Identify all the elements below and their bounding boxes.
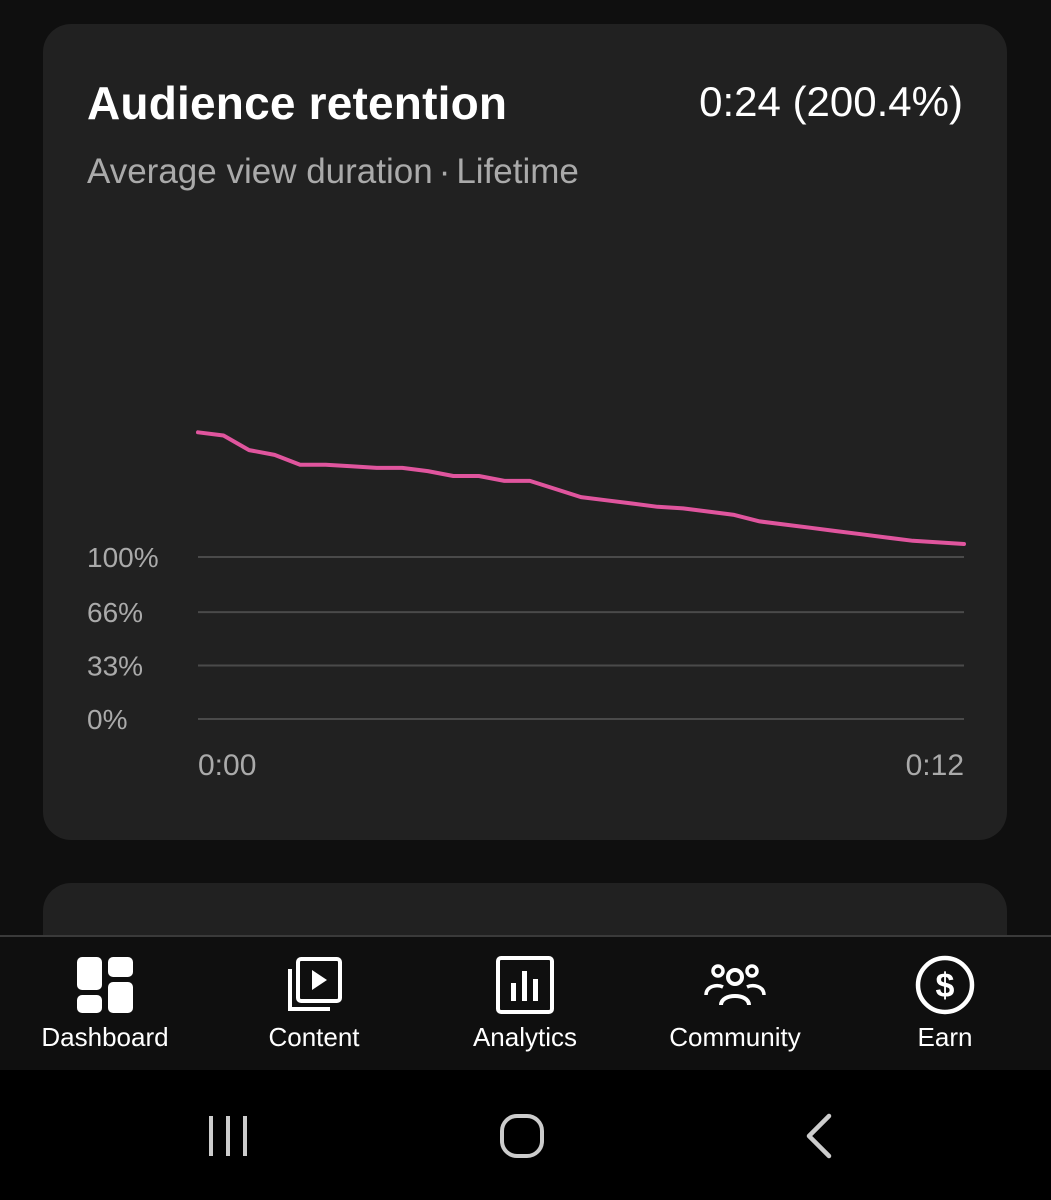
retention-metric: 0:24 (200.4%): [699, 78, 963, 125]
system-navigation-bar: [0, 1070, 1051, 1200]
community-icon: [704, 964, 766, 1006]
nav-label: Content: [268, 1022, 360, 1052]
nav-content[interactable]: Content: [214, 937, 414, 1070]
nav-label: Earn: [917, 1022, 973, 1052]
subtitle-separator: ·: [438, 152, 451, 191]
x-tick-label: 0:00: [198, 749, 256, 782]
nav-label: Dashboard: [41, 1022, 169, 1052]
nav-dashboard[interactable]: Dashboard: [5, 937, 205, 1070]
y-tick-label: 33%: [87, 651, 143, 682]
nav-community[interactable]: Community: [635, 937, 835, 1070]
audience-retention-card[interactable]: Audience retention 0:24 (200.4%) Average…: [43, 24, 1007, 840]
card-subtitle: Average view duration · Lifetime: [87, 152, 579, 192]
home-icon[interactable]: [462, 1070, 582, 1200]
retention-series-line: [196, 430, 966, 546]
nav-label: Community: [669, 1022, 801, 1052]
nav-label: Analytics: [472, 1022, 578, 1052]
analytics-icon: [496, 956, 554, 1014]
retention-chart: 100% 66% 33% 0% 0:00 0:12: [87, 430, 966, 782]
bottom-navigation: Dashboard Content Analytics: [0, 935, 1051, 1070]
subtitle-metric: Average view duration: [87, 152, 433, 191]
back-icon[interactable]: [757, 1070, 877, 1200]
card-title: Audience retention: [87, 77, 508, 129]
earn-icon: $: [915, 955, 975, 1015]
recents-icon[interactable]: [168, 1070, 288, 1200]
content-icon: [288, 957, 342, 1011]
y-tick-label: 100%: [87, 542, 159, 573]
y-tick-label: 0%: [87, 704, 127, 735]
x-tick-label: 0:12: [906, 749, 964, 782]
dashboard-icon: [77, 957, 133, 1013]
y-tick-label: 66%: [87, 597, 143, 628]
svg-text:$: $: [936, 967, 955, 1005]
nav-earn[interactable]: $ Earn: [845, 937, 1045, 1070]
nav-analytics[interactable]: Analytics: [425, 937, 625, 1070]
subtitle-period: Lifetime: [456, 152, 579, 191]
